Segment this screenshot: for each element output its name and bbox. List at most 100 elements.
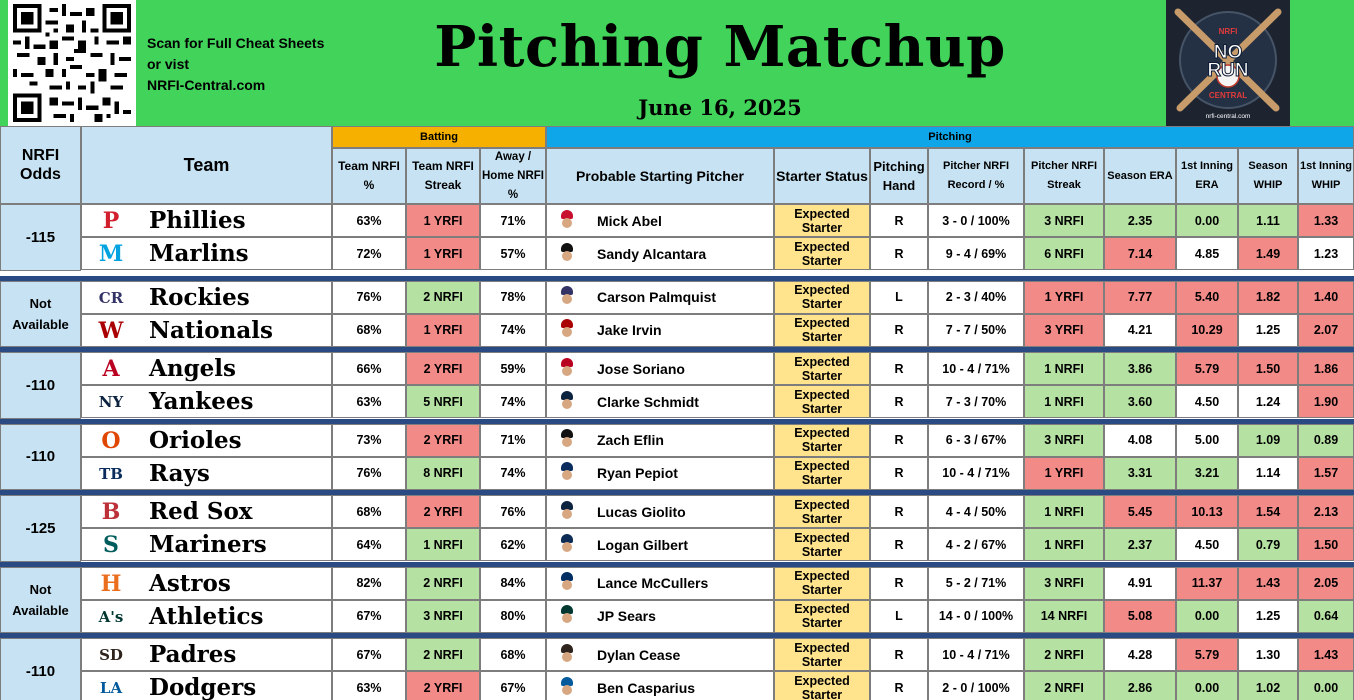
team-nrfi-streak: 2 YRFI bbox=[406, 495, 480, 528]
team-logo-icon: A's bbox=[98, 607, 124, 626]
team-name: Astros bbox=[149, 569, 231, 597]
season-era: 7.77 bbox=[1104, 280, 1176, 314]
pitcher-cell[interactable]: Lucas Giolito bbox=[546, 495, 774, 528]
pitching-hand: R bbox=[870, 237, 928, 270]
team-cell: A's Athletics bbox=[81, 599, 332, 633]
group-separator bbox=[0, 490, 1354, 495]
team-cell: SD Padres bbox=[81, 638, 332, 671]
pitcher-avatar bbox=[557, 532, 577, 558]
team-nrfi-pct: 68% bbox=[332, 313, 406, 347]
pitcher-cell[interactable]: Dylan Cease bbox=[546, 638, 774, 671]
pitcher-record: 2 - 0 / 100% bbox=[928, 671, 1024, 700]
first-inning-whip: 0.64 bbox=[1298, 599, 1354, 633]
team-nrfi-pct: 73% bbox=[332, 423, 406, 457]
team-name: Mariners bbox=[149, 531, 267, 558]
col-header-away-home-pct: Away / Home NRFI % bbox=[480, 148, 546, 204]
team-cell: NY Yankees bbox=[81, 385, 332, 418]
team-nrfi-streak: 2 YRFI bbox=[406, 671, 480, 700]
starter-status: Expected Starter bbox=[774, 528, 870, 561]
first-inning-era: 5.00 bbox=[1176, 423, 1238, 457]
team-name: Phillies bbox=[149, 207, 246, 234]
pitcher-streak: 3 NRFI bbox=[1024, 566, 1104, 600]
away-home-pct: 80% bbox=[480, 599, 546, 633]
pitcher-record: 2 - 3 / 40% bbox=[928, 280, 1024, 314]
team-logo-icon: O bbox=[101, 427, 121, 454]
first-inning-era: 3.21 bbox=[1176, 456, 1238, 490]
pitcher-record: 10 - 4 / 71% bbox=[928, 456, 1024, 490]
away-home-pct: 84% bbox=[480, 566, 546, 600]
team-name: Athletics bbox=[149, 602, 264, 630]
pitcher-streak: 3 YRFI bbox=[1024, 313, 1104, 347]
svg-text:NO: NO bbox=[1214, 42, 1243, 63]
group-separator bbox=[0, 418, 1354, 424]
pitching-hand: R bbox=[870, 313, 928, 347]
pitcher-streak: 1 NRFI bbox=[1024, 352, 1104, 385]
first-inning-era: 4.50 bbox=[1176, 528, 1238, 561]
pitcher-name: Jose Soriano bbox=[597, 360, 685, 377]
pitcher-cell[interactable]: Clarke Schmidt bbox=[546, 385, 774, 418]
first-inning-era: 0.00 bbox=[1176, 599, 1238, 633]
team-cell: TB Rays bbox=[81, 456, 332, 490]
team-logo-icon: LA bbox=[99, 679, 123, 697]
starter-status: Expected Starter bbox=[774, 352, 870, 385]
pitching-hand: R bbox=[870, 671, 928, 700]
qr-code[interactable] bbox=[8, 0, 136, 126]
pitcher-cell[interactable]: Jake Irvin bbox=[546, 313, 774, 347]
pitcher-avatar bbox=[557, 317, 577, 343]
season-whip: 1.14 bbox=[1238, 456, 1298, 490]
pitcher-cell[interactable]: Carson Palmquist bbox=[546, 280, 774, 314]
pitcher-record: 3 - 0 / 100% bbox=[928, 204, 1024, 237]
pitcher-cell[interactable]: Logan Gilbert bbox=[546, 528, 774, 561]
starter-status: Expected Starter bbox=[774, 495, 870, 528]
pitcher-streak: 6 NRFI bbox=[1024, 237, 1104, 270]
pitcher-cell[interactable]: Jose Soriano bbox=[546, 352, 774, 385]
team-name: Yankees bbox=[149, 388, 254, 415]
starter-status: Expected Starter bbox=[774, 671, 870, 700]
pitching-hand: R bbox=[870, 385, 928, 418]
team-cell: B Red Sox bbox=[81, 495, 332, 528]
starter-status: Expected Starter bbox=[774, 423, 870, 457]
nrfi-odds: -110 bbox=[0, 638, 81, 700]
nrfi-odds: -110 bbox=[0, 352, 81, 419]
svg-text:nrfi-central.com: nrfi-central.com bbox=[1206, 113, 1251, 120]
pitcher-cell[interactable]: Lance McCullers bbox=[546, 566, 774, 600]
team-logo-icon: CR bbox=[98, 288, 124, 307]
team-logo-icon: M bbox=[98, 241, 124, 267]
starter-status: Expected Starter bbox=[774, 237, 870, 270]
pitcher-name: Logan Gilbert bbox=[597, 536, 688, 553]
away-home-pct: 62% bbox=[480, 528, 546, 561]
pitcher-avatar bbox=[557, 675, 577, 700]
season-era: 4.28 bbox=[1104, 638, 1176, 671]
qr-code-graphic bbox=[13, 4, 131, 122]
team-nrfi-pct: 76% bbox=[332, 280, 406, 314]
first-inning-era: 5.79 bbox=[1176, 352, 1238, 385]
pitcher-streak: 1 YRFI bbox=[1024, 456, 1104, 490]
pitcher-name: Ben Casparius bbox=[597, 679, 696, 696]
team-name: Orioles bbox=[149, 426, 242, 454]
first-inning-era: 0.00 bbox=[1176, 204, 1238, 237]
site-link[interactable]: NRFI-Central.com bbox=[147, 77, 266, 93]
first-inning-whip: 1.43 bbox=[1298, 638, 1354, 671]
pitcher-cell[interactable]: Mick Abel bbox=[546, 204, 774, 237]
pitcher-cell[interactable]: Ben Casparius bbox=[546, 671, 774, 700]
away-home-pct: 74% bbox=[480, 313, 546, 347]
col-header-pitcher-streak: Pitcher NRFI Streak bbox=[1024, 148, 1104, 204]
starter-status: Expected Starter bbox=[774, 204, 870, 237]
first-inning-era: 0.00 bbox=[1176, 671, 1238, 700]
team-name: Rays bbox=[149, 459, 210, 487]
col-header-first-inning-era: 1st Inning ERA bbox=[1176, 148, 1238, 204]
pitcher-cell[interactable]: Sandy Alcantara bbox=[546, 237, 774, 270]
pitcher-cell[interactable]: Zach Eflin bbox=[546, 423, 774, 457]
col-header-era: Season ERA bbox=[1104, 148, 1176, 204]
pitching-hand: L bbox=[870, 599, 928, 633]
col-header-team-nrfi-pct: Team NRFI % bbox=[332, 148, 406, 204]
pitcher-cell[interactable]: Ryan Pepiot bbox=[546, 456, 774, 490]
pitcher-cell[interactable]: JP Sears bbox=[546, 599, 774, 633]
season-whip: 1.54 bbox=[1238, 495, 1298, 528]
season-whip: 1.25 bbox=[1238, 599, 1298, 633]
starter-status: Expected Starter bbox=[774, 280, 870, 314]
starter-status: Expected Starter bbox=[774, 313, 870, 347]
season-era: 2.35 bbox=[1104, 204, 1176, 237]
away-home-pct: 74% bbox=[480, 456, 546, 490]
first-inning-whip: 1.33 bbox=[1298, 204, 1354, 237]
